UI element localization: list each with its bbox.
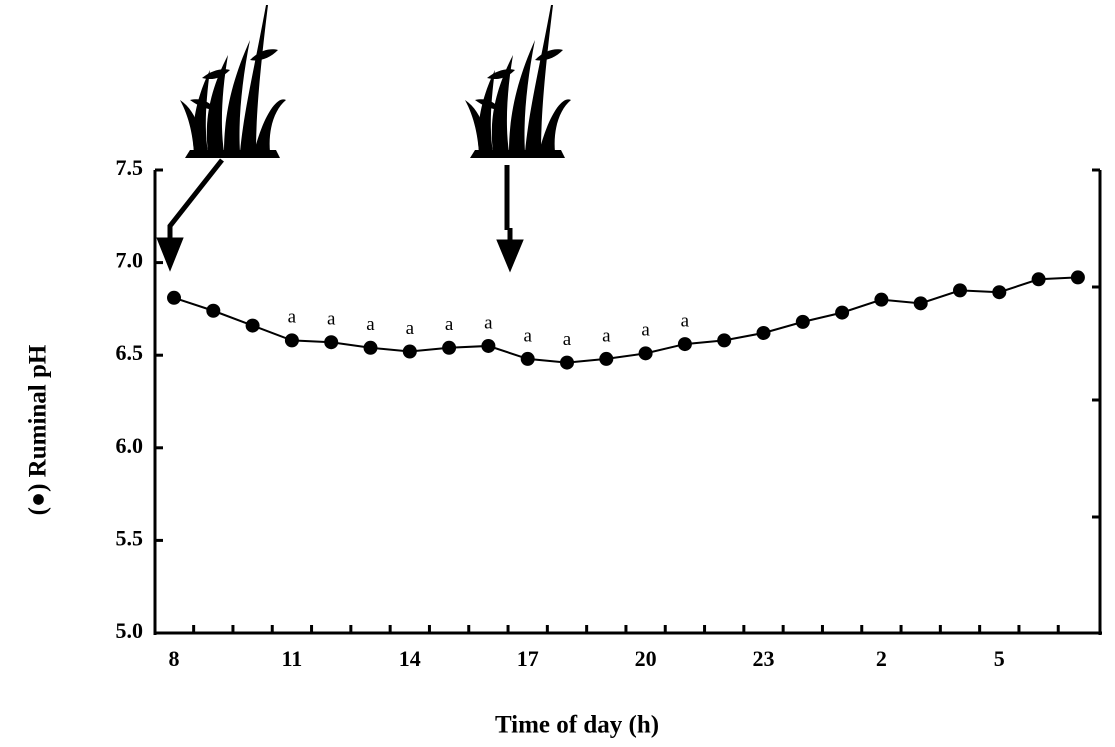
data-point <box>324 335 339 350</box>
data-point <box>913 296 928 311</box>
plant-icon <box>465 5 571 158</box>
y-tick-label: 6.0 <box>116 433 144 458</box>
significance-label: a <box>641 320 650 341</box>
significance-label: a <box>523 325 532 346</box>
significance-label: a <box>406 318 415 339</box>
y-tick-label: 5.0 <box>116 618 144 643</box>
significance-label: a <box>484 312 493 333</box>
x-tick-label: 8 <box>169 646 180 671</box>
data-point <box>599 351 614 366</box>
significance-label: a <box>366 314 375 335</box>
data-point <box>206 303 221 318</box>
x-tick-label: 14 <box>399 646 421 671</box>
x-tick-label: 2 <box>876 646 887 671</box>
x-tick-label: 23 <box>753 646 775 671</box>
x-axis-label: Time of day (h) <box>495 712 659 739</box>
data-point <box>874 292 889 307</box>
data-point <box>638 346 653 361</box>
significance-label: a <box>288 307 297 328</box>
significance-label: a <box>681 310 690 331</box>
data-point <box>284 333 299 348</box>
x-tick-label: 11 <box>282 646 303 671</box>
data-point <box>992 285 1007 300</box>
data-point <box>953 283 967 298</box>
data-point <box>442 340 457 355</box>
x-tick-label: 20 <box>635 646 657 671</box>
significance-label: a <box>445 314 454 335</box>
data-point <box>835 305 850 320</box>
data-point <box>481 338 496 353</box>
plant-icon <box>180 5 286 158</box>
y-tick-label: 5.5 <box>116 525 144 550</box>
data-point <box>560 355 574 370</box>
x-tick-label: 5 <box>994 646 1005 671</box>
data-point <box>677 337 692 352</box>
y-axis-label: (●) Ruminal pH <box>25 344 52 515</box>
significance-label: a <box>563 329 572 350</box>
significance-label: a <box>602 325 611 346</box>
data-point <box>402 344 417 359</box>
y-tick-label: 6.5 <box>116 340 144 365</box>
y-tick-label: 7.5 <box>116 155 144 180</box>
feeding-arrows <box>156 158 524 273</box>
data-point <box>756 325 771 340</box>
data-point <box>795 314 810 329</box>
data-point <box>717 333 732 348</box>
data-line <box>173 276 1078 364</box>
data-point <box>245 318 260 333</box>
data-point <box>1031 272 1046 287</box>
data-point <box>1070 270 1085 285</box>
y-tick-label: 7.0 <box>116 248 144 273</box>
data-point <box>363 340 378 355</box>
significance-label: a <box>327 309 336 330</box>
data-point <box>520 351 535 366</box>
x-tick-label: 17 <box>517 646 539 671</box>
axes-frame <box>153 168 1102 635</box>
data-point <box>167 290 181 305</box>
